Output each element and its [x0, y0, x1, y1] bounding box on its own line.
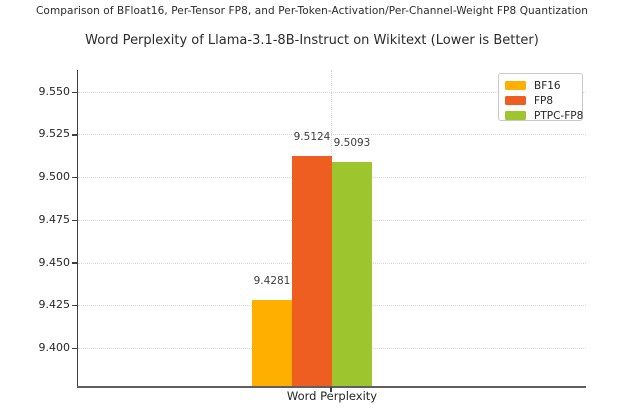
bar-ptpc-fp8 [332, 161, 372, 386]
legend-label-fp8: FP8 [534, 94, 554, 107]
y-tick-mark [71, 219, 77, 221]
legend-item-bf16: BF16 [505, 78, 582, 93]
y-tick-label: 9.475 [38, 212, 71, 226]
legend: BF16 FP8 PTPC-FP8 [498, 73, 584, 123]
y-tick-label: 9.400 [38, 340, 71, 354]
legend-swatch-bf16 [505, 81, 526, 90]
bar-value-label: 9.5124 [293, 131, 331, 144]
legend-item-ptpc-fp8: PTPC-FP8 [505, 108, 584, 123]
y-axis-spine [76, 70, 78, 388]
bar-value-label: 9.5093 [333, 136, 371, 149]
x-tick-mark [330, 387, 332, 392]
y-tick-label: 9.500 [38, 170, 71, 184]
y-tick-mark [71, 91, 77, 93]
y-tick-label: 9.425 [38, 298, 71, 312]
bar-bf16 [252, 300, 292, 386]
y-tick-mark [71, 305, 77, 307]
y-tick-mark [71, 176, 77, 179]
y-tick-mark [71, 134, 77, 136]
y-tick-mark [71, 347, 77, 350]
gridline-horizontal [78, 91, 586, 93]
y-tick-label: 9.450 [38, 255, 71, 269]
legend-label-ptpc-fp8: PTPC-FP8 [534, 109, 584, 122]
bar-value-label: 9.4281 [253, 275, 291, 288]
y-tick-mark [71, 262, 77, 264]
legend-swatch-fp8 [505, 96, 526, 105]
x-axis-label: Word Perplexity [286, 389, 378, 403]
legend-item-fp8: FP8 [505, 93, 582, 108]
y-tick-label: 9.550 [38, 84, 71, 98]
chart-title: Word Perplexity of Llama-3.1-8B-Instruct… [85, 33, 539, 48]
gridline-horizontal [78, 134, 586, 136]
legend-swatch-ptpc-fp8 [505, 111, 526, 120]
bar-fp8 [292, 156, 332, 386]
y-tick-label: 9.525 [38, 127, 71, 141]
legend-label-bf16: BF16 [534, 79, 561, 92]
figure-suptitle: Comparison of BFloat16, Per-Tensor FP8, … [36, 5, 588, 17]
